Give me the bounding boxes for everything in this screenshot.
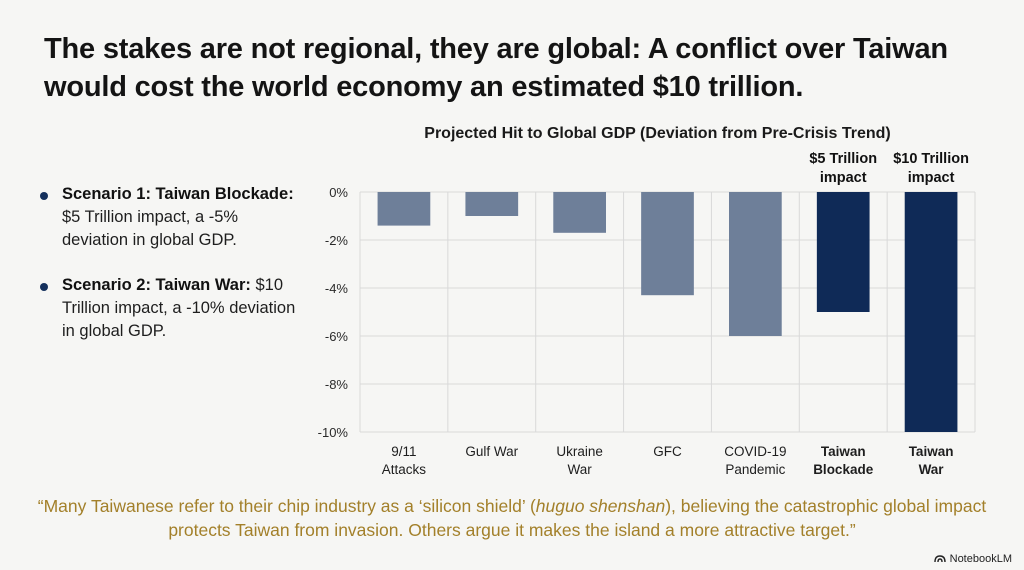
x-tick-label: COVID-19 xyxy=(724,444,786,459)
x-tick-label: War xyxy=(919,462,945,477)
bullet-dot-icon xyxy=(40,283,48,291)
scenario-item: Scenario 2: Taiwan War: $10 Trillion imp… xyxy=(40,274,302,343)
bar-annotation: $10 Trillion xyxy=(893,151,969,167)
scenario-text: Scenario 1: Taiwan Blockade: $5 Trillion… xyxy=(62,183,302,252)
bar xyxy=(377,192,431,226)
x-tick-label: GFC xyxy=(653,444,682,459)
gdp-chart: Projected Hit to Global GDP (Deviation f… xyxy=(300,118,1000,488)
scenario-text: Scenario 2: Taiwan War: $10 Trillion imp… xyxy=(62,274,302,343)
y-tick-label: -2% xyxy=(325,233,349,248)
bar xyxy=(641,192,694,296)
scenario-detail: $5 Trillion impact, a -5% deviation in g… xyxy=(62,208,239,249)
bar xyxy=(553,192,606,233)
bar xyxy=(816,192,870,312)
bar-annotation: impact xyxy=(908,170,955,186)
x-tick-label: 9/11 xyxy=(391,444,416,459)
x-tick-label: War xyxy=(568,462,593,477)
bar xyxy=(465,192,519,216)
headline: The stakes are not regional, they are gl… xyxy=(44,33,948,103)
y-tick-label: -6% xyxy=(325,329,349,344)
quote-pre: “Many Taiwanese refer to their chip indu… xyxy=(37,496,536,516)
x-tick-label: Blockade xyxy=(813,462,874,477)
x-tick-label: Gulf War xyxy=(465,444,518,459)
bar xyxy=(904,192,958,432)
x-tick-label: Attacks xyxy=(382,462,427,477)
x-tick-label: Ukraine xyxy=(556,444,603,459)
bullet-dot-icon xyxy=(40,192,48,200)
scenario-list: Scenario 1: Taiwan Blockade: $5 Trillion… xyxy=(40,183,302,365)
brand-label: NotebookLM xyxy=(949,553,1012,565)
chart-svg: Projected Hit to Global GDP (Deviation f… xyxy=(318,125,976,477)
chart-title: Projected Hit to Global GDP (Deviation f… xyxy=(424,125,890,142)
scenario-title: Scenario 1: Taiwan Blockade: xyxy=(62,185,294,203)
notebooklm-brand: NotebookLM xyxy=(933,553,1012,565)
y-tick-label: -10% xyxy=(318,425,349,440)
bar-annotation: $5 Trillion xyxy=(809,151,877,167)
scenario-title: Scenario 2: Taiwan War: xyxy=(62,276,251,294)
quote-italic: huguo shenshan xyxy=(535,496,666,516)
silicon-shield-quote: “Many Taiwanese refer to their chip indu… xyxy=(30,494,994,542)
x-tick-label: Taiwan xyxy=(909,444,954,459)
scenario-item: Scenario 1: Taiwan Blockade: $5 Trillion… xyxy=(40,183,302,252)
scenario-detail: $10 Trillion impact, a -10% deviation in… xyxy=(62,276,296,340)
quote-post: ), believing the catastrophic global imp… xyxy=(168,496,987,540)
y-tick-label: 0% xyxy=(329,185,348,200)
x-tick-label: Pandemic xyxy=(725,462,785,477)
y-tick-label: -8% xyxy=(325,377,349,392)
notebooklm-logo-icon xyxy=(933,555,946,563)
y-tick-label: -4% xyxy=(325,281,349,296)
bar xyxy=(729,192,782,336)
x-tick-label: Taiwan xyxy=(821,444,866,459)
bar-annotation: impact xyxy=(820,170,867,186)
